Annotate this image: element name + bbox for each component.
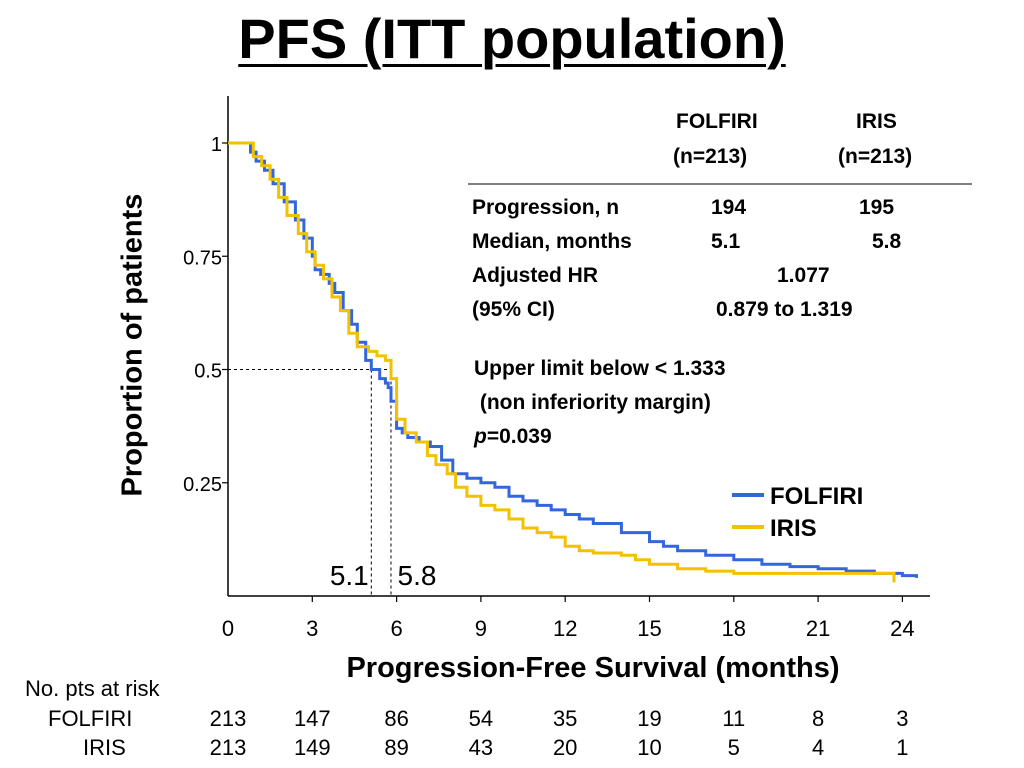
- ci-value: 0.879 to 1.319: [716, 298, 853, 322]
- margin-note: Upper limit below < 1.333: [474, 357, 726, 381]
- hr-value: 1.077: [777, 264, 830, 288]
- margin-note-sub: (non inferiority margin): [474, 391, 711, 415]
- x-tick-label: 0: [222, 616, 234, 641]
- y-tick-label: 1: [211, 134, 222, 156]
- x-tick-label: 21: [806, 616, 830, 641]
- risk-value: 10: [637, 735, 661, 761]
- median-label: 5.1: [330, 560, 369, 591]
- stats-row-v2: 195: [859, 196, 894, 220]
- legend-label: IRIS: [770, 515, 817, 542]
- risk-value: 3: [896, 706, 908, 732]
- risk-value: 4: [812, 735, 824, 761]
- x-tick-label: 24: [890, 616, 914, 641]
- legend-label: FOLFIRI: [770, 483, 863, 510]
- stats-col1-n: (n=213): [673, 145, 747, 169]
- y-tick-label: 0.25: [183, 474, 222, 496]
- risk-value: 1: [896, 735, 908, 761]
- x-tick-label: 9: [475, 616, 487, 641]
- y-axis-label: Proportion of patients: [117, 194, 150, 497]
- stats-row-v1: 5.1: [711, 230, 740, 254]
- risk-value: 43: [469, 735, 493, 761]
- risk-value: 8: [812, 706, 824, 732]
- ci-label: (95% CI): [472, 298, 555, 322]
- median-label: 5.8: [398, 560, 437, 591]
- risk-row-label-iris: IRIS: [83, 735, 126, 761]
- risk-value: 19: [637, 706, 661, 732]
- y-tick-label: 0.75: [183, 247, 222, 269]
- stats-row-label: Progression, n: [472, 196, 619, 220]
- x-tick-label: 12: [553, 616, 577, 641]
- risk-value: 89: [384, 735, 408, 761]
- stats-row-v2: 5.8: [872, 230, 901, 254]
- hr-label: Adjusted HR: [472, 264, 598, 288]
- risk-value: 11: [722, 706, 745, 732]
- x-tick-label: 15: [637, 616, 661, 641]
- p-value: p=0.039: [474, 425, 552, 449]
- stats-col2-name: IRIS: [856, 110, 897, 134]
- risk-value: 147: [294, 706, 331, 732]
- stats-col1-name: FOLFIRI: [676, 110, 758, 134]
- risk-value: 213: [210, 735, 247, 761]
- x-tick-label: 3: [306, 616, 318, 641]
- risk-value: 213: [210, 706, 247, 732]
- y-tick-label: 0.5: [194, 361, 222, 383]
- x-tick-label: 6: [390, 616, 402, 641]
- risk-value: 35: [553, 706, 577, 732]
- x-axis-label: Progression-Free Survival (months): [346, 652, 839, 685]
- x-tick-label: 18: [722, 616, 746, 641]
- p-value-number: =0.039: [487, 425, 552, 448]
- stats-row-v1: 194: [711, 196, 746, 220]
- risk-value: 5: [728, 735, 740, 761]
- risk-value: 54: [469, 706, 493, 732]
- risk-table-header: No. pts at risk: [25, 676, 159, 702]
- stats-row-label: Median, months: [472, 230, 632, 254]
- risk-value: 149: [294, 735, 331, 761]
- risk-value: 20: [553, 735, 577, 761]
- stats-col2-n: (n=213): [838, 145, 912, 169]
- p-symbol: p: [474, 425, 487, 448]
- risk-row-label-folfiri: FOLFIRI: [48, 706, 132, 732]
- risk-value: 86: [384, 706, 408, 732]
